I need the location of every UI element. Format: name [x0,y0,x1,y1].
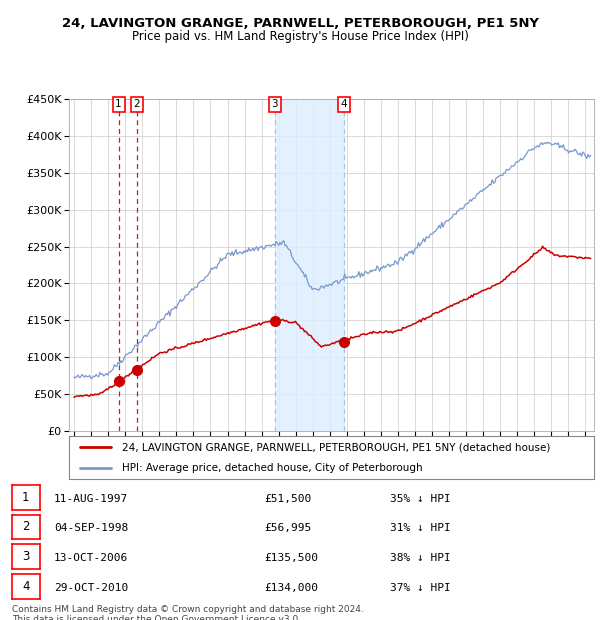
Text: 24, LAVINGTON GRANGE, PARNWELL, PETERBOROUGH, PE1 5NY: 24, LAVINGTON GRANGE, PARNWELL, PETERBOR… [62,17,539,30]
Bar [275,99,344,431]
Text: £56,995: £56,995 [264,523,311,533]
Text: £134,000: £134,000 [264,583,318,593]
Text: 04-SEP-1998: 04-SEP-1998 [54,523,128,533]
Text: 4: 4 [340,99,347,109]
Text: 37% ↓ HPI: 37% ↓ HPI [390,583,451,593]
Text: HPI: Average price, detached house, City of Peterborough: HPI: Average price, detached house, City… [121,463,422,473]
Text: 1: 1 [22,491,29,503]
Text: 2: 2 [22,521,29,533]
Text: £135,500: £135,500 [264,553,318,563]
Text: 24, LAVINGTON GRANGE, PARNWELL, PETERBOROUGH, PE1 5NY (detached house): 24, LAVINGTON GRANGE, PARNWELL, PETERBOR… [121,442,550,452]
Text: £51,500: £51,500 [264,494,311,503]
Text: 13-OCT-2006: 13-OCT-2006 [54,553,128,563]
Text: 1: 1 [115,99,122,109]
Text: Price paid vs. HM Land Registry's House Price Index (HPI): Price paid vs. HM Land Registry's House … [131,30,469,43]
Text: 11-AUG-1997: 11-AUG-1997 [54,494,128,503]
Text: 35% ↓ HPI: 35% ↓ HPI [390,494,451,503]
Text: Contains HM Land Registry data © Crown copyright and database right 2024.
This d: Contains HM Land Registry data © Crown c… [12,604,364,620]
Text: 3: 3 [22,551,29,563]
Text: 31% ↓ HPI: 31% ↓ HPI [390,523,451,533]
Text: 3: 3 [272,99,278,109]
Text: 29-OCT-2010: 29-OCT-2010 [54,583,128,593]
Text: 38% ↓ HPI: 38% ↓ HPI [390,553,451,563]
Text: 2: 2 [133,99,140,109]
Text: 4: 4 [22,580,29,593]
